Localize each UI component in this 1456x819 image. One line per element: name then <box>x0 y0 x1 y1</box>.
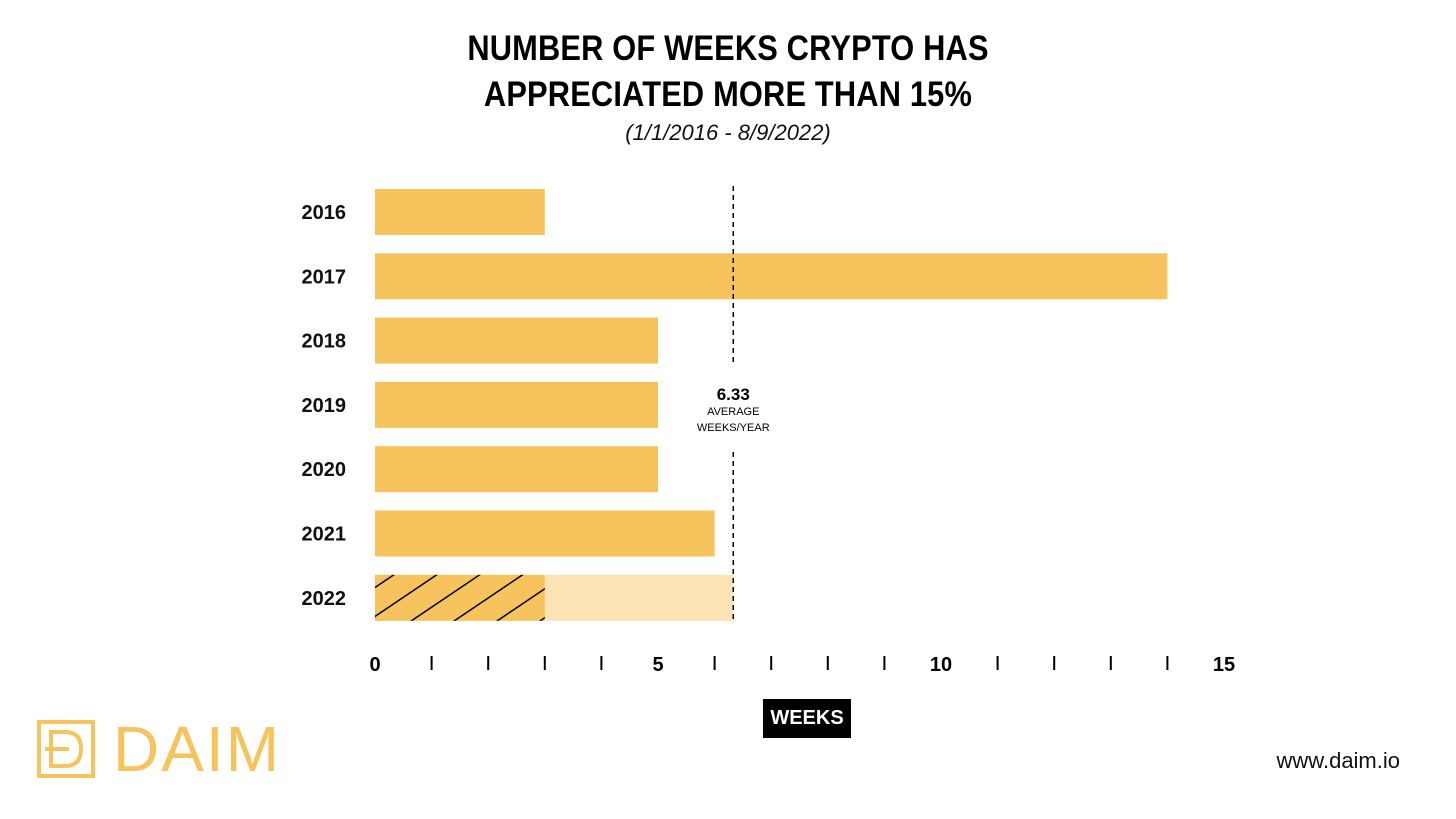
y-tick-label-2020: 2020 <box>302 459 347 481</box>
y-tick-label-2019: 2019 <box>302 395 347 417</box>
daim-logo-icon <box>37 720 95 778</box>
y-tick-label-2021: 2021 <box>302 524 347 546</box>
bar-2018 <box>375 317 658 364</box>
average-caption-line-2: WEEKS/YEAR <box>697 422 770 434</box>
x-axis-title: WEEKS <box>763 699 851 738</box>
y-tick-label-2022: 2022 <box>302 588 347 610</box>
y-tick-label-2018: 2018 <box>302 331 347 353</box>
x-tick-label-0: 0 <box>369 654 380 676</box>
average-value-label: 6.33 <box>717 385 750 404</box>
daim-logo: DAIM <box>37 713 281 785</box>
bar-2019 <box>375 381 658 428</box>
bar-2020 <box>375 446 658 493</box>
average-line-layer: 6.33 AVERAGE WEEKS/YEAR <box>697 186 770 622</box>
x-tick-label-15: 15 <box>1213 654 1235 676</box>
bars-layer <box>375 189 1168 621</box>
bar-2017 <box>375 253 1168 300</box>
daim-logo-wordmark: DAIM <box>113 713 281 785</box>
y-axis-labels: 2016 2017 2018 2019 2020 2021 2022 <box>302 202 347 610</box>
y-tick-label-2016: 2016 <box>302 202 347 224</box>
bar-2016 <box>375 189 545 235</box>
website-url[interactable]: www.daim.io <box>1276 748 1400 773</box>
chart-subtitle: (1/1/2016 - 8/9/2022) <box>625 120 831 145</box>
chart-title-line-1: NUMBER OF WEEKS CRYPTO HAS <box>467 29 989 68</box>
bar-2021 <box>375 510 715 557</box>
x-tick-label-5: 5 <box>652 654 663 676</box>
x-tick-label-10: 10 <box>930 654 952 676</box>
chart-title: NUMBER OF WEEKS CRYPTO HAS APPRECIATED M… <box>87 26 1368 118</box>
bar-2022 <box>375 574 545 621</box>
x-axis: 0 5 10 15 <box>369 654 1235 676</box>
average-caption-line-1: AVERAGE <box>707 406 759 418</box>
chart-title-line-2: APPRECIATED MORE THAN 15% <box>483 75 973 114</box>
y-tick-label-2017: 2017 <box>302 266 347 288</box>
